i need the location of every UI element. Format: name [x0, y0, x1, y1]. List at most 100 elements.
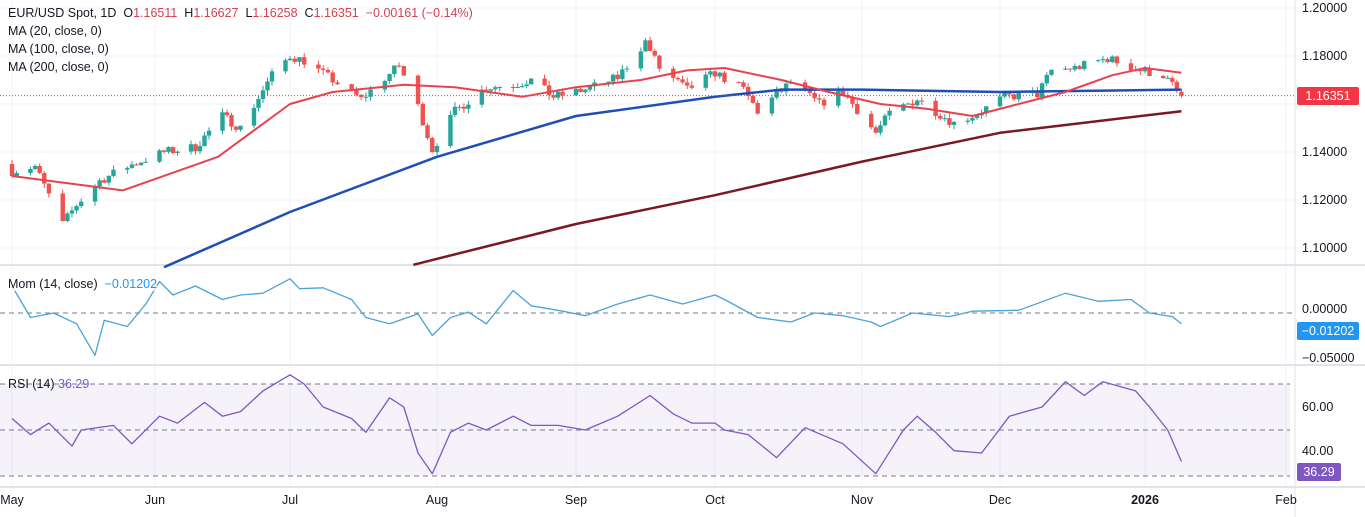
candle-body	[396, 65, 402, 67]
candle-body	[774, 90, 779, 98]
ma100-legend[interactable]: MA (100, close, 0)	[8, 42, 109, 56]
candle-body	[283, 60, 288, 72]
candle-body	[448, 114, 453, 146]
candle-body	[233, 126, 239, 130]
candle-body	[206, 130, 212, 136]
momentum-line	[11, 278, 1182, 356]
candle-body	[712, 71, 718, 77]
high-value: 1.16627	[193, 6, 239, 20]
candle-body	[933, 100, 938, 116]
candle-body	[37, 165, 42, 173]
candle-body	[97, 180, 102, 187]
candle-body	[415, 75, 421, 104]
candle-body	[1142, 68, 1148, 72]
candle-body	[578, 88, 583, 93]
rsi-tick: 40.00	[1302, 444, 1334, 458]
candle-body	[647, 40, 653, 51]
candle-body	[1063, 68, 1068, 70]
mom-legend[interactable]: Mom (14, close) −0.01202	[8, 277, 158, 291]
candle-body	[615, 74, 620, 80]
candle-body	[349, 84, 354, 90]
time-tick: Feb	[1275, 493, 1297, 507]
rsi-legend[interactable]: RSI (14) 36.29	[8, 377, 89, 391]
candle-body	[497, 86, 502, 88]
close-value: 1.16351	[313, 6, 359, 20]
candle-body	[901, 104, 906, 111]
time-tick: Jun	[144, 493, 166, 507]
candle-body	[392, 65, 397, 75]
candle-body	[750, 95, 756, 103]
close-label: C	[304, 6, 314, 20]
candle-body	[606, 81, 611, 83]
candle-body	[878, 125, 883, 133]
candle-body	[466, 104, 471, 109]
candle-body	[685, 82, 690, 86]
candle-body	[984, 106, 989, 114]
candle-body	[974, 115, 980, 118]
price-tick: 1.14000	[1302, 145, 1348, 159]
candle-body	[736, 81, 741, 83]
candle-body	[675, 77, 681, 80]
candle-body	[78, 201, 84, 207]
candle-body	[461, 106, 467, 109]
candle-body	[1165, 77, 1170, 79]
candle-body	[479, 89, 485, 105]
candle-body	[741, 82, 746, 87]
candle-body	[129, 164, 135, 168]
candle-body	[425, 125, 430, 139]
candle-body	[238, 125, 243, 130]
candle-body	[316, 64, 321, 69]
candle-body	[1007, 92, 1012, 95]
candle-body	[1044, 74, 1049, 84]
candle-body	[919, 100, 924, 102]
candle-body	[102, 180, 107, 183]
candle-body	[551, 95, 556, 98]
candle-body	[905, 103, 911, 105]
candle-body	[812, 92, 817, 99]
candle-body	[401, 66, 407, 76]
candle-body	[515, 86, 520, 88]
open-label: O	[123, 6, 134, 20]
time-tick: Dec	[988, 493, 1012, 507]
candle-body	[320, 68, 326, 70]
candle-body	[573, 88, 579, 96]
candle-body	[779, 90, 784, 92]
candle-body	[1114, 56, 1120, 64]
candle-body	[382, 81, 388, 90]
candle-body	[610, 74, 616, 82]
time-tick: Jul	[282, 493, 298, 507]
candle-body	[229, 115, 234, 127]
candle-body	[354, 89, 359, 95]
candle-body	[869, 113, 874, 128]
candle-body	[46, 183, 52, 194]
candle-body	[657, 55, 662, 69]
candle-body	[1128, 63, 1134, 71]
candle-body	[511, 86, 516, 88]
candle-body	[1105, 59, 1110, 63]
candle-body	[256, 99, 261, 108]
candle-body	[1049, 69, 1054, 75]
candle-body	[970, 117, 975, 121]
symbol-legend: EUR/USD Spot, 1D O1.16511 H1.16627 L1.16…	[8, 6, 473, 20]
candle-body	[134, 164, 139, 166]
candle-body	[202, 135, 207, 147]
ma20-legend[interactable]: MA (20, close, 0)	[8, 24, 102, 38]
candle-body	[143, 161, 148, 163]
mom-tick: 0.00000	[1302, 302, 1348, 316]
rsi-title: RSI (14)	[8, 377, 55, 391]
candle-body	[1096, 60, 1101, 62]
candle-body	[1002, 92, 1007, 97]
candle-body	[680, 79, 685, 83]
candle-body	[269, 71, 275, 82]
time-tick: Aug	[425, 493, 449, 507]
candle-body	[69, 210, 75, 214]
ma200-legend[interactable]: MA (200, close, 0)	[8, 60, 109, 74]
change-value: −0.00161 (−0.14%)	[365, 6, 473, 20]
candle-body	[910, 103, 915, 106]
candle-body	[188, 144, 194, 152]
candle-body	[1110, 56, 1115, 63]
price-tick: 1.18000	[1302, 49, 1348, 63]
candle-body	[1179, 91, 1184, 96]
candle-body	[92, 186, 98, 202]
